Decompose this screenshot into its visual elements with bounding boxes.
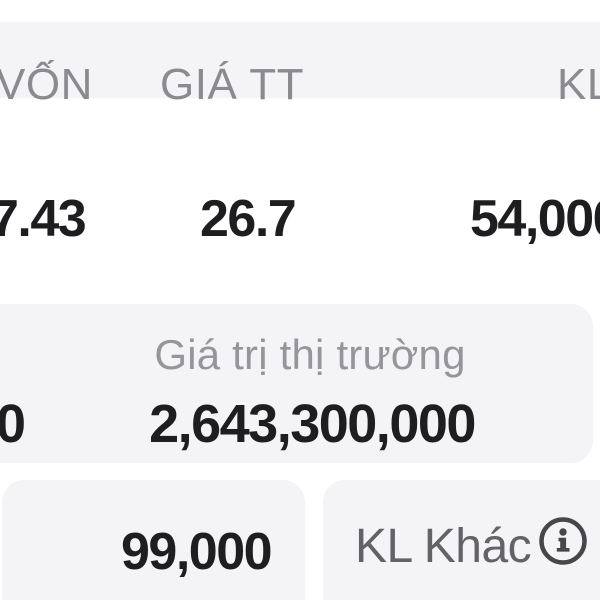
clipped-left-value: 0 [0, 394, 26, 454]
other-volume-chip[interactable] [323, 480, 600, 600]
column-header-kl: KL [557, 60, 600, 109]
position-gia-tt-value: 26.7 [200, 190, 297, 248]
info-circle-icon[interactable] [537, 515, 589, 567]
volume-chip-value: 99,000 [121, 523, 273, 581]
position-von-value: 7.43 [0, 190, 87, 248]
column-header-gia-tt: GIÁ TT [160, 60, 304, 109]
market-value-card [0, 304, 593, 463]
table-header-bar: VỐN GIÁ TT KL [0, 22, 600, 107]
volume-chip[interactable] [2, 480, 305, 600]
other-volume-label: KL Khác [355, 520, 532, 573]
column-header-von: VỐN [0, 60, 93, 109]
position-kl-value: 54,000 [470, 190, 600, 248]
market-value-amount: 2,643,300,000 [149, 394, 476, 454]
market-value-label: Giá trị thị trường [154, 331, 466, 378]
